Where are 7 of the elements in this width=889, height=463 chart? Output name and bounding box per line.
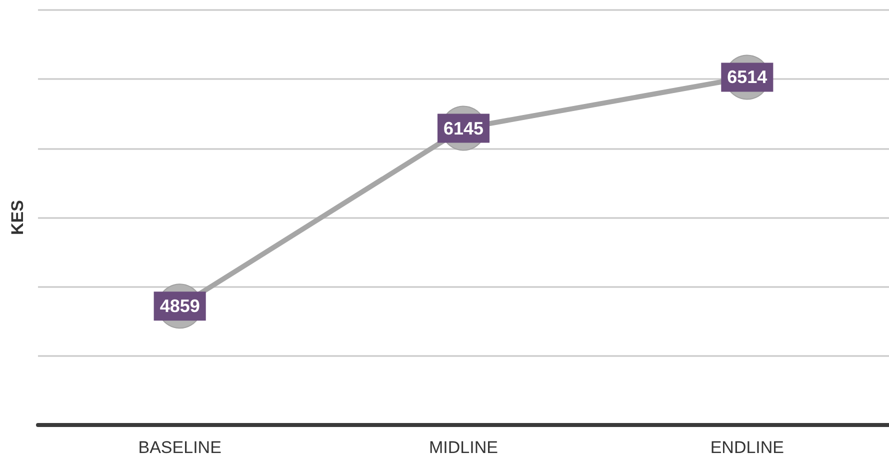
y-axis-title: KES xyxy=(8,200,27,235)
data-label: 4859 xyxy=(160,296,200,316)
data-label: 6514 xyxy=(727,67,768,88)
x-tick-label: BASELINE xyxy=(138,438,222,457)
data-label: 6145 xyxy=(443,118,484,138)
x-tick-label: MIDLINE xyxy=(429,438,498,457)
x-tick-label: ENDLINE xyxy=(710,438,784,457)
